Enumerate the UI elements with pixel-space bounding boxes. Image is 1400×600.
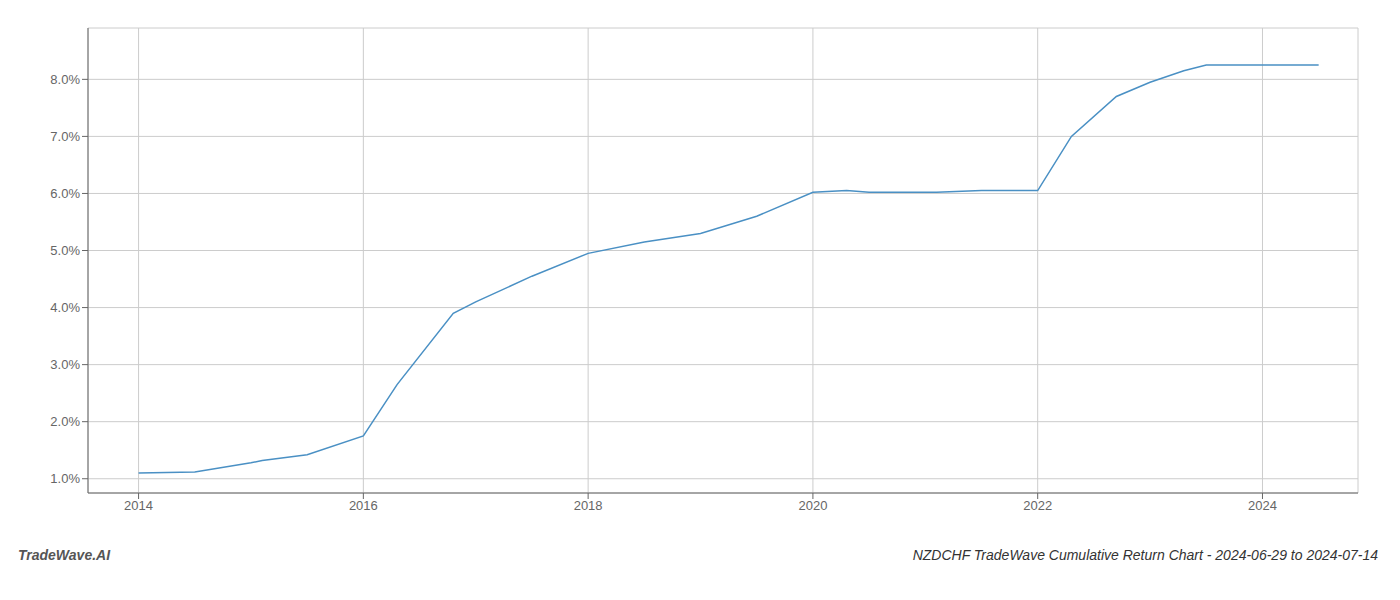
svg-text:7.0%: 7.0% [50,129,80,144]
svg-text:2.0%: 2.0% [50,414,80,429]
svg-text:2016: 2016 [349,498,378,513]
svg-text:5.0%: 5.0% [50,243,80,258]
svg-text:2024: 2024 [1248,498,1277,513]
svg-text:4.0%: 4.0% [50,300,80,315]
html-text:TradeWave.AI: TradeWave.AI [18,547,111,563]
svg-text:2020: 2020 [798,498,827,513]
svg-text:2018: 2018 [574,498,603,513]
svg-text:6.0%: 6.0% [50,186,80,201]
html-text:NZDCHF TradeWave Cumulative Re: NZDCHF TradeWave Cumulative Return Chart… [912,547,1378,563]
svg-text:2014: 2014 [124,498,153,513]
svg-text:1.0%: 1.0% [50,471,80,486]
svg-text:8.0%: 8.0% [50,72,80,87]
svg-text:3.0%: 3.0% [50,357,80,372]
svg-text:2022: 2022 [1023,498,1052,513]
